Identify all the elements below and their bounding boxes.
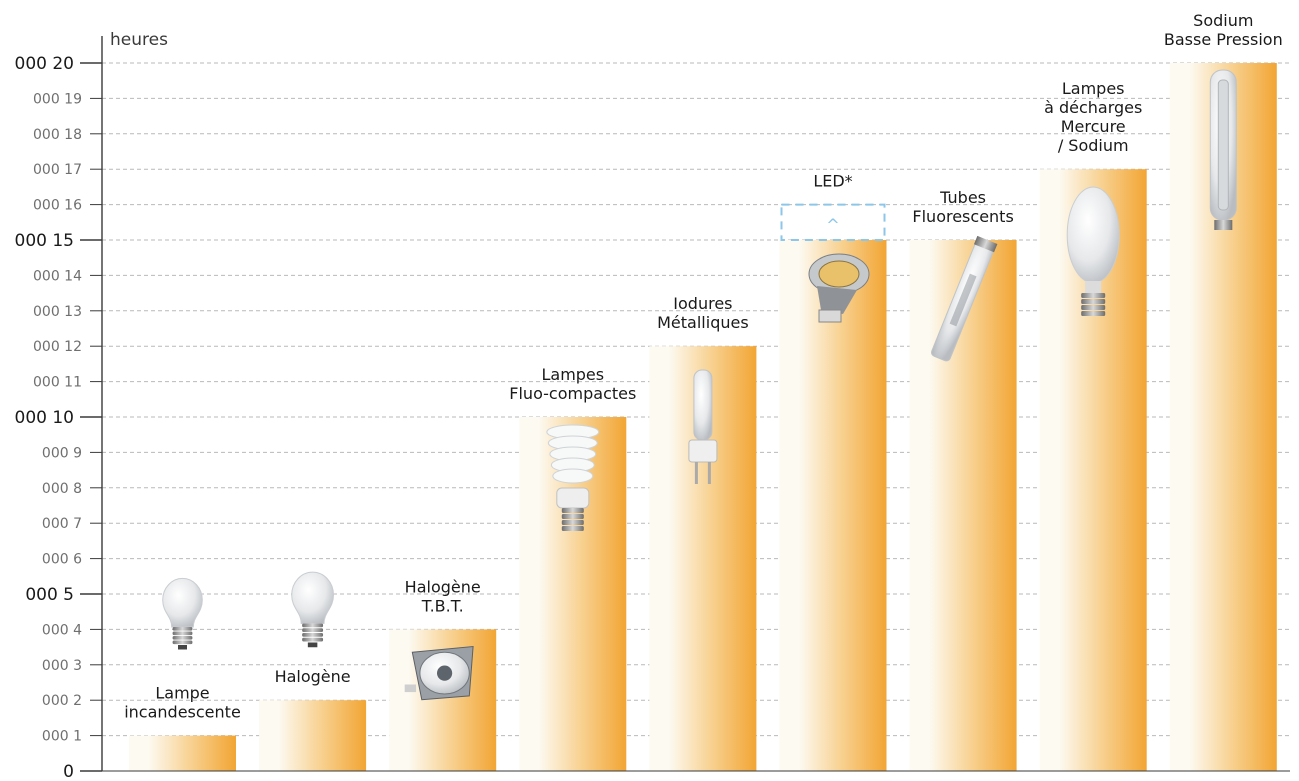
low-pressure-sodium-bulb-icon [1209, 69, 1237, 230]
y-tick-label: 000 5 [25, 585, 74, 605]
y-tick-label: 000 13 [33, 304, 82, 320]
bar [129, 735, 236, 771]
y-tick-label: 000 20 [15, 54, 74, 74]
category-label: / Sodium [1058, 136, 1129, 155]
y-tick-label: 000 9 [42, 445, 82, 461]
category-label: Lampes [1062, 79, 1125, 98]
y-tick-label: 000 7 [42, 516, 82, 532]
y-tick-label: 000 16 [33, 198, 82, 214]
y-tick-label: 000 15 [15, 231, 74, 251]
y-tick-label: 000 8 [42, 481, 82, 497]
category-label: Mercure [1061, 117, 1126, 136]
led-spot-bulb-icon [808, 253, 870, 323]
category-label: Lampes [541, 365, 604, 384]
category-label: T.B.T. [421, 596, 464, 615]
y-tick-label: 000 2 [42, 693, 82, 709]
led-extension-box [780, 203, 886, 242]
y-tick-label: 000 14 [33, 268, 82, 284]
category-label: Halogène [405, 577, 481, 596]
y-tick-label: 000 6 [42, 552, 82, 568]
y-axis: 0 000 1 000 2 000 3 000 4 000 5 000 6 000 7 000 … [15, 36, 1290, 781]
bar [259, 700, 367, 771]
category-label: Fluo-compactes [509, 384, 636, 403]
y-tick-label: 000 4 [42, 622, 82, 638]
halogen-tbt-bulb-icon [404, 645, 474, 701]
category-labels: LampeincandescenteHalogèneHalogèneT.B.T.… [124, 11, 1283, 722]
category-label: LED* [813, 172, 852, 191]
category-label: à décharges [1044, 98, 1142, 117]
y-tick-label: 000 12 [33, 339, 82, 355]
bar [779, 240, 887, 771]
y-tick-label: 000 11 [33, 375, 82, 391]
y-tick-label: 000 1 [42, 729, 82, 745]
category-label: Métalliques [657, 313, 749, 332]
y-tick-label: 000 18 [33, 127, 82, 143]
compact-fluorescent-bulb-icon [546, 424, 600, 531]
mercury-sodium-bulb-icon [1066, 186, 1120, 316]
incandescent-bulb-icon [162, 577, 203, 650]
bulb-icons [162, 69, 1237, 701]
category-label: Sodium [1193, 11, 1253, 30]
category-label: incandescente [124, 703, 241, 722]
category-label: Basse Pression [1164, 30, 1283, 49]
y-tick-label: 000 10 [15, 408, 74, 428]
category-label: Halogène [275, 667, 351, 686]
y-axis-unit-label: heures [110, 30, 168, 50]
category-label: Iodures [673, 294, 732, 313]
y-tick-label: 000 3 [42, 658, 82, 674]
y-tick-label: 000 19 [33, 91, 82, 107]
bar [909, 240, 1017, 771]
y-tick-label: 000 17 [33, 162, 82, 178]
y-tick-label: 0 [63, 762, 74, 781]
fluorescent-tube-icon [931, 235, 998, 362]
metal-halide-bulb-icon [688, 369, 718, 484]
category-label: Tubes [939, 188, 986, 207]
category-label: Lampe [155, 684, 209, 703]
led-extension-marker: ^ [826, 215, 839, 234]
halogen-bulb-icon [291, 571, 335, 648]
category-label: Fluorescents [912, 207, 1013, 226]
